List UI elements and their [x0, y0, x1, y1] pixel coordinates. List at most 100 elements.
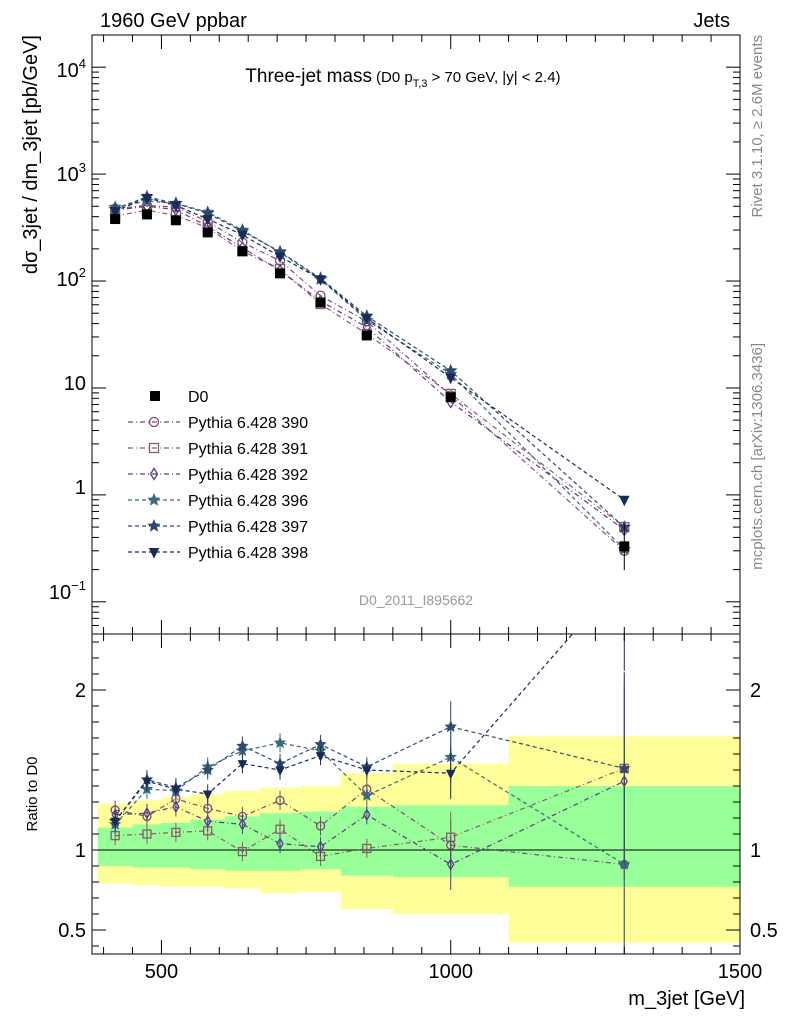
series-5-point-7	[361, 314, 373, 325]
x-tick-label-1500: 1500	[718, 961, 763, 983]
ratio-point-5-2	[171, 785, 181, 796]
ratio-point-2-3	[203, 814, 212, 828]
ratio-point-2-2	[172, 800, 180, 814]
y-tick-labels: 104 103 102 10 1 10−1	[49, 56, 86, 604]
data-point-5	[275, 268, 286, 279]
chart-title-cuts: (D0 pT,3 > 70 GeV, |y| < 2.4)	[376, 69, 561, 90]
data-point-4	[237, 246, 248, 257]
ratio-point-2-6	[316, 840, 325, 854]
ratio-point-3-5	[273, 736, 287, 749]
ratio-line-2	[115, 780, 625, 866]
ratio-point-1-7	[362, 843, 372, 854]
ratio-point-0-6	[315, 821, 326, 831]
ratio-point-5-3	[202, 790, 213, 801]
series-5-point-6	[315, 275, 326, 286]
header-left-label: 1960 GeV ppbar	[100, 10, 247, 32]
title-cuts-prefix: (D0 p	[376, 69, 413, 86]
ratio-point-4-8	[444, 720, 457, 733]
ratio-point-5-6	[315, 752, 326, 762]
ratio-point-4-9	[618, 761, 631, 774]
title-cuts-suffix: > 70 GeV, |y| < 2.4)	[427, 69, 560, 86]
x-axis-label: m_3jet [GeV]	[628, 988, 745, 1010]
legend-marker-0	[148, 416, 160, 428]
x-tick-label-500: 500	[145, 961, 178, 983]
ratio-point-1-2	[171, 827, 181, 838]
ratio-point-5-1	[142, 777, 152, 788]
series-5-point-8	[445, 373, 457, 385]
ratio-point-4-4	[236, 739, 249, 752]
ratio-point-1-5	[275, 824, 285, 834]
ratio-point-5-4	[237, 760, 248, 770]
data-point-0	[110, 214, 121, 225]
series-5-point-2	[170, 201, 182, 212]
series-5-point-0	[109, 207, 121, 218]
ratio-point-2-8	[446, 858, 455, 871]
series-line-5	[114, 197, 625, 501]
legend-marker-data	[150, 391, 160, 401]
y-tick-label-10e-1: 10−1	[49, 578, 86, 604]
legend-label-3: Pythia 6.428 396	[188, 493, 308, 510]
axes	[92, 34, 741, 954]
ratio-point-2-5	[276, 837, 284, 850]
ratio-bands	[92, 736, 740, 943]
series-5-point-1	[141, 193, 153, 205]
series-5-point-9	[618, 495, 630, 507]
ratio-series	[108, 572, 631, 954]
series-line-4	[114, 196, 625, 528]
data-point-6	[315, 297, 326, 308]
legend-marker-4	[147, 518, 161, 532]
legend-label-2: Pythia 6.428 392	[188, 467, 308, 484]
ratio-tick-labels: 0.5 0.5 1 1 2 2	[58, 680, 778, 942]
data-point-2	[170, 215, 181, 226]
ratio-plot-frame	[91, 633, 741, 955]
y-tick-label-10e3: 103	[57, 160, 86, 186]
x-tick-label-1000: 1000	[428, 961, 473, 983]
chart-title: Three-jet mass (D0 pT,3 > 70 GeV, |y| < …	[245, 66, 560, 90]
main-series	[108, 189, 631, 571]
y-axis-label: dσ_3jet / dm_3jet [pb/GeV]	[20, 35, 42, 274]
ratio-tick-label-right-0.5: 0.5	[750, 920, 778, 942]
chart-title-text: Three-jet mass	[245, 66, 372, 87]
ratio-point-1-4	[237, 846, 248, 857]
ratio-point-1-1	[142, 829, 152, 839]
ratio-line-0	[114, 788, 625, 865]
ratio-tick-label-right-1: 1	[750, 840, 761, 862]
legend-label-0: Pythia 6.428 390	[188, 415, 308, 432]
series-5-point-5	[274, 252, 286, 264]
ratio-point-5-8	[445, 769, 456, 780]
ratio-point-2-1	[143, 806, 151, 820]
data-point-8	[445, 392, 456, 403]
ratio-point-3-7	[360, 789, 374, 801]
y-tick-label-1: 1	[75, 477, 86, 499]
legend-marker-3	[147, 492, 161, 506]
ratio-point-5-0	[110, 817, 120, 828]
legend-label-data: D0	[188, 389, 209, 406]
side-label-bottom: mcplots.cern.ch [arXiv:1306.3436]	[749, 343, 766, 570]
data-point-1	[141, 209, 152, 220]
header-right-label: Jets	[693, 10, 730, 32]
ratio-point-5-7	[362, 766, 372, 777]
y-tick-label-10e2: 102	[57, 265, 86, 291]
ratio-line-1	[115, 767, 625, 858]
series-4-point-8	[444, 363, 458, 377]
analysis-label: D0_2011_I895662	[359, 592, 473, 608]
data-point-7	[361, 330, 372, 341]
series-line-0	[115, 204, 625, 552]
legend-marker-1	[148, 442, 160, 454]
side-label-top: Rivet 3.1.10, ≥ 2.6M events	[749, 35, 766, 218]
legend-marker-2	[149, 467, 159, 481]
ratio-tick-label-left-2: 2	[75, 680, 86, 702]
series-line-1	[114, 209, 625, 528]
plot-frames	[91, 34, 741, 955]
ratio-point-2-7	[363, 808, 371, 822]
ratio-tick-label-right-2: 2	[750, 680, 761, 702]
legend-marker-5	[148, 548, 160, 559]
ratio-point-5-9	[620, 572, 628, 580]
x-tick-labels: 500 1000 1500	[145, 961, 763, 983]
legend-label-1: Pythia 6.428 391	[188, 441, 308, 458]
legend: D0 Pythia 6.428 390 Pythia 6.428 391 Pythia…	[128, 389, 308, 562]
ratio-tick-label-left-1: 1	[75, 840, 86, 862]
ratio-line-5	[114, 634, 574, 822]
series-5-point-4	[237, 230, 248, 242]
